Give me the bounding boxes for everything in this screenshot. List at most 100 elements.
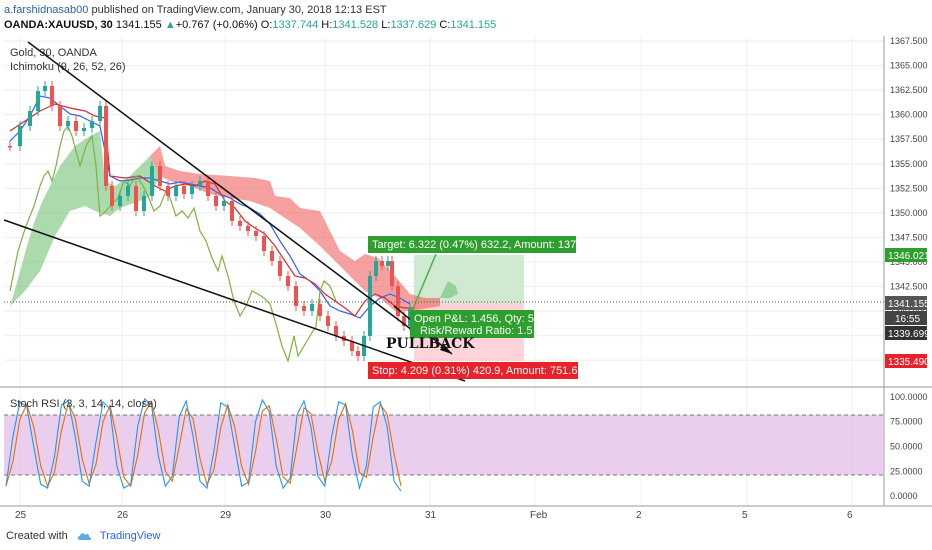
rsi-legend: Stoch RSI (3, 3, 14, 14, close) — [10, 398, 157, 410]
ohlc-line: OANDA:XAUUSD, 30 1341.155 ▲+0.767 (+0.06… — [4, 19, 496, 31]
candle-body — [36, 91, 40, 111]
upper-trendline[interactable] — [27, 41, 421, 337]
candle-body — [396, 286, 400, 316]
time-tick-label: 6 — [847, 510, 853, 521]
candle-body — [190, 186, 194, 194]
rsi-band — [4, 415, 884, 475]
candle-body — [142, 196, 146, 211]
low-value: 1337.629 — [390, 19, 437, 31]
rr-text: Risk/Reward Ratio: 1.5 — [420, 325, 533, 337]
candle-body — [206, 181, 210, 196]
pullback-arrow-icon — [440, 344, 452, 354]
price-tick-label: 1355.000 — [890, 159, 928, 169]
countdown-text: 16:55 — [895, 314, 920, 325]
candle-body — [158, 166, 162, 186]
candle-body — [262, 236, 266, 251]
candle-body — [230, 201, 234, 221]
candle-body — [74, 121, 78, 131]
candle-body — [294, 286, 298, 306]
candlestick-series[interactable] — [8, 81, 412, 361]
author-link[interactable]: a.farshidnasab00 — [4, 4, 89, 16]
target-text: Target: 6.322 (0.47%) 632.2, Amount: 137… — [372, 239, 582, 251]
candle-body — [150, 166, 154, 196]
candle-body — [110, 186, 114, 206]
symbol-label: OANDA:XAUUSD, 30 — [4, 19, 113, 31]
price-tick-label: 1347.500 — [890, 232, 928, 242]
stop-label[interactable]: Stop: 4.209 (0.31%) 420.9, Amount: 751.6… — [368, 362, 584, 379]
candle-body — [286, 276, 290, 286]
price-change: +0.767 (+0.06%) — [175, 19, 258, 31]
candle-body — [368, 276, 372, 336]
candle-body — [182, 186, 186, 194]
time-tick-label: Feb — [530, 510, 548, 521]
published-text: published on TradingView.com, January 30… — [91, 4, 387, 16]
low-label: L: — [381, 19, 391, 31]
price-tick-label: 1342.500 — [890, 282, 928, 292]
candle-body — [166, 186, 170, 196]
target-label[interactable]: Target: 6.322 (0.47%) 632.2, Amount: 137… — [368, 236, 582, 253]
last-price-text: 1341.155 — [888, 299, 930, 310]
time-axis[interactable]: 25 26 29 30 31 Feb 2 5 6 — [15, 510, 853, 521]
candle-body — [270, 251, 274, 261]
high-label: H: — [321, 19, 333, 31]
price-tick-label: 1360.000 — [890, 110, 928, 120]
candle-body — [402, 316, 406, 326]
last-price-badge: 1341.155 — [885, 296, 930, 310]
stop-text: Stop: 4.209 (0.31%) 420.9, Amount: 751.6… — [372, 365, 584, 377]
candle-body — [350, 341, 354, 351]
price-tick-label: 1362.500 — [890, 85, 928, 95]
tradingview-cloud-icon — [77, 533, 92, 541]
price-tick-label: 1365.000 — [890, 61, 928, 71]
lower-trendline[interactable] — [3, 219, 466, 382]
time-tick-label: 29 — [220, 510, 232, 521]
rsi-tick-label: 50.0000 — [890, 442, 923, 452]
ichimoku-legend: Ichimoku (9, 26, 52, 26) — [10, 61, 126, 73]
time-tick-label: 2 — [636, 510, 642, 521]
up-arrow-icon: ▲ — [164, 19, 176, 31]
pullback-label[interactable]: PULLBACK — [386, 336, 475, 352]
tradingview-brand[interactable]: TradingView — [99, 530, 161, 542]
candle-body — [43, 86, 47, 91]
rsi-tick-label: 0.0000 — [890, 491, 918, 501]
candle-body — [278, 261, 282, 276]
time-tick-label: 31 — [425, 510, 437, 521]
chart-canvas[interactable]: Target: 6.322 (0.47%) 632.2, Amount: 137… — [0, 36, 932, 524]
created-with-text: Created with — [6, 530, 68, 542]
footer: Created with TradingView — [0, 524, 932, 550]
candle-body — [374, 261, 378, 276]
projection-line — [409, 253, 437, 317]
candle-body — [58, 106, 62, 126]
publish-line: a.farshidnasab00 published on TradingVie… — [4, 4, 387, 16]
candle-body — [174, 186, 178, 196]
candle-body — [254, 231, 258, 236]
time-tick-label: 25 — [15, 510, 27, 521]
stop-price-badge: 1335.490 — [885, 354, 930, 368]
rsi-tick-label: 100.0000 — [890, 392, 928, 402]
open-label: O: — [260, 19, 273, 31]
symbol-legend: Gold, 30, OANDA — [10, 47, 97, 59]
target-price-badge: 1346.021 — [885, 248, 930, 262]
countdown-badge: 16:55 — [885, 311, 927, 325]
candle-body — [134, 186, 138, 211]
candle-body — [126, 186, 130, 196]
chart-header: a.farshidnasab00 published on TradingVie… — [0, 0, 932, 36]
candle-body — [334, 326, 338, 336]
last-price: 1341.155 — [115, 19, 162, 31]
stoch-rsi-pane[interactable]: Stoch RSI (3, 3, 14, 14, close) 0.0000 25… — [4, 392, 928, 501]
candle-body — [390, 261, 394, 286]
candle-body — [8, 146, 12, 148]
candle-body — [356, 351, 360, 356]
candle-body — [386, 261, 390, 266]
candle-body — [28, 111, 32, 126]
rsi-axis: 0.0000 25.0000 50.0000 75.0000 100.0000 — [890, 392, 928, 501]
candle-body — [302, 306, 306, 311]
rsi-k-line — [5, 397, 402, 492]
open-value: 1337.744 — [272, 19, 319, 31]
candle-body — [90, 121, 94, 128]
high-value: 1341.528 — [332, 19, 379, 31]
candle-body — [214, 196, 218, 206]
close-value: 1341.155 — [450, 19, 497, 31]
candle-body — [104, 106, 108, 186]
pnl-label[interactable]: Open P&L: 1.456, Qty: 59 Risk/Reward Rat… — [410, 310, 540, 338]
candle-body — [82, 128, 86, 131]
